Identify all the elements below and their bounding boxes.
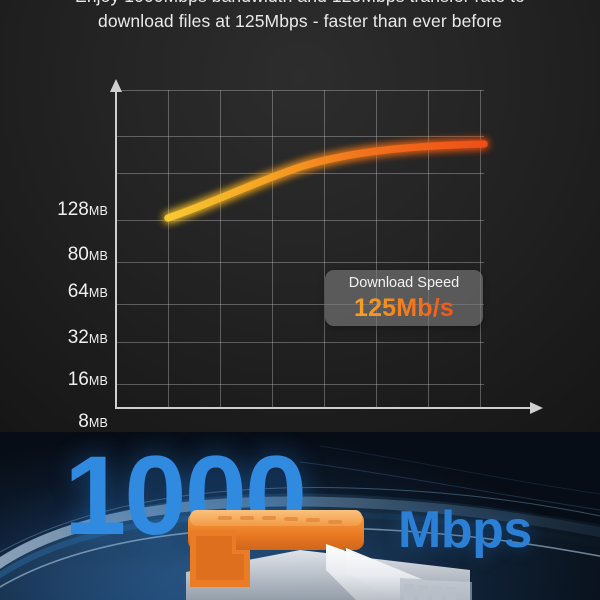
y-tick-unit: MB bbox=[88, 204, 108, 218]
rj45-connector-graphic bbox=[186, 510, 472, 600]
y-tick-unit: MB bbox=[88, 286, 108, 300]
y-axis-tick-label: 64MB bbox=[68, 281, 108, 303]
tooltip-title: Download Speed bbox=[348, 275, 460, 291]
headline-line-main: download files at 125Mbps - faster than … bbox=[98, 11, 502, 31]
gridline-horizontal bbox=[116, 262, 484, 263]
gridline-horizontal bbox=[116, 384, 484, 385]
gridline-horizontal bbox=[116, 342, 484, 343]
y-tick-value: 32 bbox=[67, 327, 89, 348]
y-tick-value: 64 bbox=[67, 281, 89, 302]
gridline-vertical bbox=[480, 90, 481, 408]
gridline-horizontal bbox=[116, 136, 484, 137]
y-axis-tick-label: 8MB bbox=[78, 411, 108, 432]
y-tick-value: 128 bbox=[57, 199, 89, 220]
y-tick-unit: MB bbox=[88, 374, 108, 388]
gridline-horizontal bbox=[116, 173, 484, 174]
x-axis-line bbox=[115, 407, 533, 409]
tooltip-value: 125Mb/s bbox=[325, 294, 483, 323]
gridline-vertical bbox=[376, 90, 377, 408]
y-axis-tick-label: 128MB bbox=[57, 199, 108, 221]
hero-panel: 1000 Mbps bbox=[0, 432, 600, 600]
download-speed-tooltip[interactable]: Download Speed 125Mb/s bbox=[325, 270, 483, 326]
y-tick-value: 80 bbox=[67, 244, 89, 265]
hero-unit: Mbps bbox=[398, 501, 532, 559]
gridline-horizontal bbox=[116, 90, 484, 91]
gridline-vertical bbox=[220, 90, 221, 408]
y-axis-line bbox=[115, 90, 117, 408]
gridline-horizontal bbox=[116, 304, 484, 305]
y-tick-unit: MB bbox=[88, 332, 108, 346]
y-tick-value: 8 bbox=[78, 411, 89, 432]
y-axis-tick-label: 80MB bbox=[68, 244, 108, 266]
y-tick-unit: MB bbox=[88, 416, 108, 430]
y-axis-tick-label: 32MB bbox=[68, 327, 108, 349]
y-tick-unit: MB bbox=[88, 249, 108, 263]
gridline-vertical bbox=[272, 90, 273, 408]
x-axis-labels: 1s2s3s4s5s6s7s bbox=[0, 140, 600, 432]
y-axis-tick-label: 16MB bbox=[68, 369, 108, 391]
x-axis-arrow-icon bbox=[530, 401, 543, 414]
gridline-vertical bbox=[428, 90, 429, 408]
gridline-vertical bbox=[168, 90, 169, 408]
gridline-vertical bbox=[324, 90, 325, 408]
y-axis-labels: 128MB 80MB 64MB 32MB 16MB 8MB bbox=[0, 140, 108, 432]
gridline-horizontal bbox=[116, 220, 484, 221]
y-tick-value: 16 bbox=[67, 369, 89, 390]
speed-curve bbox=[164, 140, 488, 222]
y-axis-arrow-icon bbox=[110, 79, 122, 92]
